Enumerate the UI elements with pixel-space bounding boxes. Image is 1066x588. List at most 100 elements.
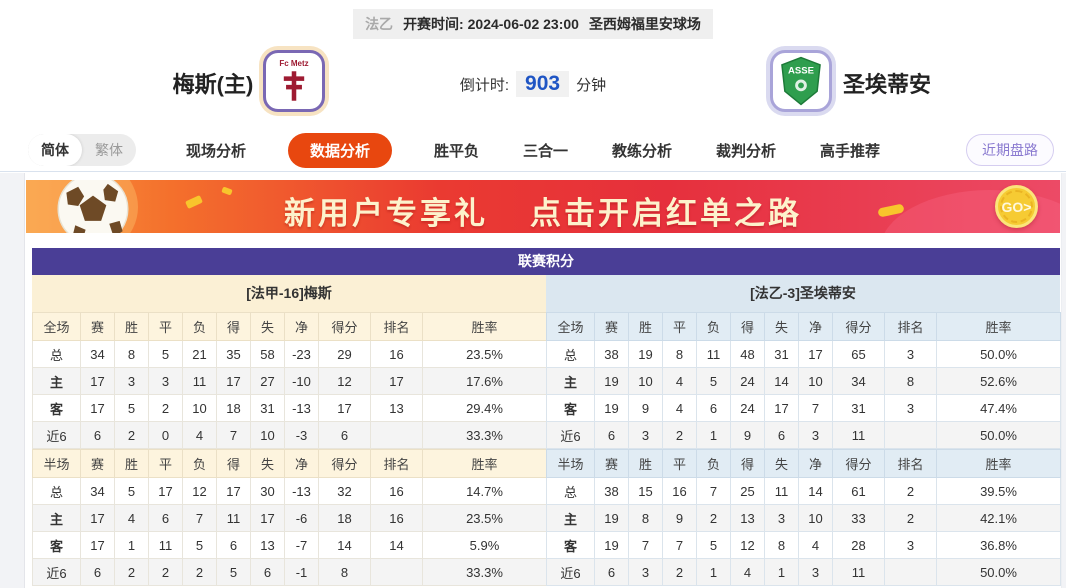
- lang-traditional-option[interactable]: 繁体: [95, 142, 123, 158]
- tab-3[interactable]: 三合一: [522, 142, 568, 160]
- away-full-stats-table: 全场赛胜平负得失净得分 排名 胜率总 38 19 8 11 48 31 17 65 3 50.0% 主 19…: [546, 312, 1061, 449]
- stat-cell: 9: [730, 421, 765, 449]
- stat-cell: 11: [696, 340, 731, 368]
- stat-cell: 13: [370, 394, 423, 422]
- stat-cell: 1: [696, 558, 731, 586]
- venue-name: 圣西姆福里安球场: [588, 16, 701, 32]
- stat-cell: 50.0%: [936, 558, 1061, 586]
- stats-header-cell: 负: [696, 312, 731, 341]
- stat-cell: 3: [884, 531, 937, 559]
- soccer-ball-icon: [57, 180, 129, 233]
- stat-cell: 16: [370, 504, 423, 532]
- row-label: 近6: [32, 421, 81, 449]
- stat-cell: 12: [182, 477, 217, 505]
- stats-header-cell: 胜率: [422, 312, 547, 341]
- tab-1[interactable]: 数据分析: [287, 132, 392, 168]
- stat-cell: 34: [80, 340, 115, 368]
- stat-cell: [884, 558, 937, 586]
- stat-cell: 15: [628, 477, 663, 505]
- language-toggle[interactable]: 简体 繁体: [28, 134, 136, 166]
- home-half-stats-table: 半场赛胜平负得失净得分 排名 胜率总 34 5 17 12 17 30 -13 32 16 14.7% 主…: [32, 449, 547, 586]
- tab-5[interactable]: 裁判分析: [716, 142, 777, 160]
- stat-cell: 17: [216, 367, 251, 395]
- stat-cell: 39.5%: [936, 477, 1061, 505]
- stat-cell: 3: [628, 421, 663, 449]
- row-label: 总: [546, 477, 595, 505]
- row-label: 主: [32, 504, 81, 532]
- kickoff-time: 开赛时间: 2024-06-02 23:00: [403, 14, 579, 34]
- stat-cell: 19: [594, 367, 629, 395]
- stat-cell: 6: [80, 421, 115, 449]
- stat-cell: 2: [696, 504, 731, 532]
- row-label: 客: [32, 531, 81, 559]
- stat-cell: 6: [250, 558, 285, 586]
- stat-cell: 33: [832, 504, 885, 532]
- stat-cell: 17: [764, 394, 799, 422]
- stats-header-row: 半场赛胜平负得失净得分 排名 胜率: [32, 449, 547, 478]
- lang-simplified-option[interactable]: 简体: [28, 134, 82, 166]
- stat-cell: 42.1%: [936, 504, 1061, 532]
- stat-cell: 16: [370, 340, 423, 368]
- stats-header-row: 半场赛胜平负得失净得分 排名 胜率: [546, 449, 1061, 478]
- promo-banner[interactable]: 新用户专享礼 点击开启红单之路 GO>: [26, 180, 1060, 233]
- recent-trend-button[interactable]: 近期盘路: [966, 134, 1054, 166]
- stat-cell: 47.4%: [936, 394, 1061, 422]
- stat-cell: [370, 421, 423, 449]
- stat-cell: 50.0%: [936, 340, 1061, 368]
- stats-row-recent: 近6 6 2 0 4 7 10 -3 6 33.3%: [32, 421, 547, 449]
- countdown-unit: 分钟: [576, 76, 607, 94]
- stat-cell: 2: [114, 558, 149, 586]
- stat-cell: 5: [182, 531, 217, 559]
- banner-text-left: 新用户专享礼: [284, 196, 488, 231]
- stat-cell: 19: [628, 340, 663, 368]
- countdown: 倒计时: 903 分钟: [0, 71, 1066, 97]
- stat-cell: 61: [832, 477, 885, 505]
- stat-cell: 14: [764, 367, 799, 395]
- stats-header-cell: 胜: [628, 312, 663, 341]
- stat-cell: 58: [250, 340, 285, 368]
- stats-header-cell: 全场: [546, 312, 595, 341]
- kickoff-label: 开赛时间:: [403, 16, 464, 32]
- stat-cell: 2: [884, 477, 937, 505]
- page-gutter-left: [0, 173, 25, 588]
- stats-header-cell: 平: [148, 312, 183, 341]
- stats-header-cell: 净: [798, 312, 833, 341]
- stats-header-row: 全场赛胜平负得失净得分 排名 胜率: [546, 312, 1061, 341]
- stat-cell: 5: [148, 340, 183, 368]
- stats-header-cell: 得分: [832, 449, 885, 478]
- stat-cell: 4: [730, 558, 765, 586]
- stats-row-recent: 近6 6 3 2 1 9 6 3 11 50.0%: [546, 421, 1061, 449]
- stat-cell: 5: [696, 367, 731, 395]
- row-label: 客: [546, 531, 595, 559]
- away-section-title: [法乙-3]圣埃蒂安: [546, 275, 1060, 312]
- stat-cell: 52.6%: [936, 367, 1061, 395]
- stats-header-cell: 排名: [884, 312, 937, 341]
- stats-header-cell: 负: [182, 449, 217, 478]
- stat-cell: 2: [148, 394, 183, 422]
- stat-cell: 50.0%: [936, 421, 1061, 449]
- stat-cell: 2: [662, 421, 697, 449]
- tab-0[interactable]: 现场分析: [185, 142, 246, 160]
- tab-6[interactable]: 高手推荐: [820, 142, 881, 160]
- stat-cell: 11: [764, 477, 799, 505]
- row-label: 总: [32, 477, 81, 505]
- stat-cell: 5.9%: [422, 531, 547, 559]
- row-label: 客: [32, 394, 81, 422]
- away-team-name: 圣埃蒂安: [843, 72, 932, 97]
- row-label: 主: [32, 367, 81, 395]
- stat-cell: 9: [662, 504, 697, 532]
- tab-2[interactable]: 胜平负: [433, 142, 479, 160]
- stats-row-home: 主 19 8 9 2 13 3 10 33 2 42.1%: [546, 504, 1061, 532]
- go-button[interactable]: GO>: [995, 185, 1038, 228]
- tab-4[interactable]: 教练分析: [612, 142, 673, 160]
- stat-cell: 3: [884, 394, 937, 422]
- stat-cell: 17: [250, 504, 285, 532]
- stat-cell: 8: [628, 504, 663, 532]
- stat-cell: 18: [318, 504, 371, 532]
- stat-cell: 38: [594, 477, 629, 505]
- stat-cell: 10: [628, 367, 663, 395]
- stat-cell: 1: [696, 421, 731, 449]
- banner-text: 新用户专享礼 点击开启红单之路: [26, 188, 1060, 233]
- stats-header-cell: 净: [798, 449, 833, 478]
- stats-row-total: 总 34 8 5 21 35 58 -23 29 16 23.5%: [32, 340, 547, 368]
